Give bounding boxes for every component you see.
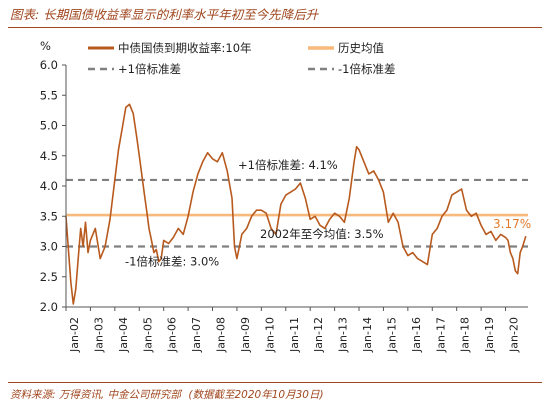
legend-label-upper: +1倍标准差	[118, 62, 181, 76]
x-tick-label: Jan-18	[459, 317, 472, 353]
last-value-annotation: 3.17%	[493, 217, 531, 231]
x-tick-label: Jan-05	[141, 317, 154, 353]
axes: 2.0 2.5 3.0 3.5 4.0 4.5 5.0 5.5 6.0% Jan-02 Jan-03…	[40, 39, 528, 353]
x-tick-label: Jan-02	[68, 317, 81, 353]
x-tick-label: Jan-09	[239, 317, 252, 353]
x-tick-label: Jan-07	[190, 317, 203, 353]
source-note: 资料来源: 万得资讯, 中金公司研究部 (数据截至2020年10月30日)	[10, 386, 540, 404]
legend: 中债国债到期收益率:10年 历史均值 +1倍标准差 -1倍标准差	[88, 41, 395, 76]
x-tick-label: Jan-16	[410, 317, 423, 353]
x-tick-label: Jan-14	[361, 317, 374, 353]
x-tick-label: Jan-17	[434, 317, 447, 353]
x-tick-label: Jan-15	[385, 317, 398, 353]
y-tick-label: 2.0	[40, 300, 58, 314]
legend-label-series: 中债国债到期收益率:10年	[118, 41, 252, 55]
source-text: 资料来源: 万得资讯, 中金公司研究部	[10, 389, 182, 401]
y-tick-label: 5.5	[40, 88, 58, 102]
upper-band-annotation: +1倍标准差: 4.1%	[238, 158, 338, 172]
y-tick-label: 4.5	[40, 149, 58, 163]
x-tick-label: Jan-12	[312, 317, 325, 353]
y-tick-label: 5.0	[40, 119, 58, 133]
series-line-0	[65, 103, 527, 305]
y-tick-label: 6.0	[40, 58, 58, 72]
x-tick-label: Jan-08	[215, 317, 228, 353]
legend-label-mean: 历史均值	[338, 41, 384, 55]
yield-chart: 2.0 2.5 3.0 3.5 4.0 4.5 5.0 5.5 6.0% Jan-02 Jan-03…	[40, 39, 531, 353]
series-layer	[65, 103, 527, 305]
mean-annotation: 2002年至今均值: 3.5%	[260, 227, 384, 241]
y-axis-unit: %	[40, 39, 51, 53]
source-rule	[8, 382, 542, 383]
y-tick-label: 2.5	[40, 270, 58, 284]
x-tick-label: Jan-19	[483, 317, 496, 353]
x-tick-label: Jan-04	[117, 317, 130, 353]
x-tick-label: Jan-03	[92, 317, 105, 353]
x-tick-label: Jan-13	[337, 317, 350, 353]
y-tick-label: 3.5	[40, 209, 58, 223]
legend-label-lower: -1倍标准差	[338, 62, 395, 76]
x-tick-label: Jan-06	[166, 317, 179, 353]
title-rule	[8, 27, 542, 28]
x-tick-label: Jan-20	[508, 317, 521, 353]
figure-title: 图表: 长期国债收益率显示的利率水平年初至今先降后升	[10, 7, 319, 22]
x-tick-label: Jan-11	[288, 317, 301, 353]
x-tick-label: Jan-10	[263, 317, 276, 353]
y-tick-label: 3.0	[40, 240, 58, 254]
y-tick-label: 4.0	[40, 179, 58, 193]
date-note: (数据截至2020年10月30日)	[188, 389, 324, 401]
annotations: +1倍标准差: 4.1% 2002年至今均值: 3.5% -1倍标准差: 3.0% 3…	[125, 158, 531, 269]
lower-band-annotation: -1倍标准差: 3.0%	[125, 255, 219, 269]
